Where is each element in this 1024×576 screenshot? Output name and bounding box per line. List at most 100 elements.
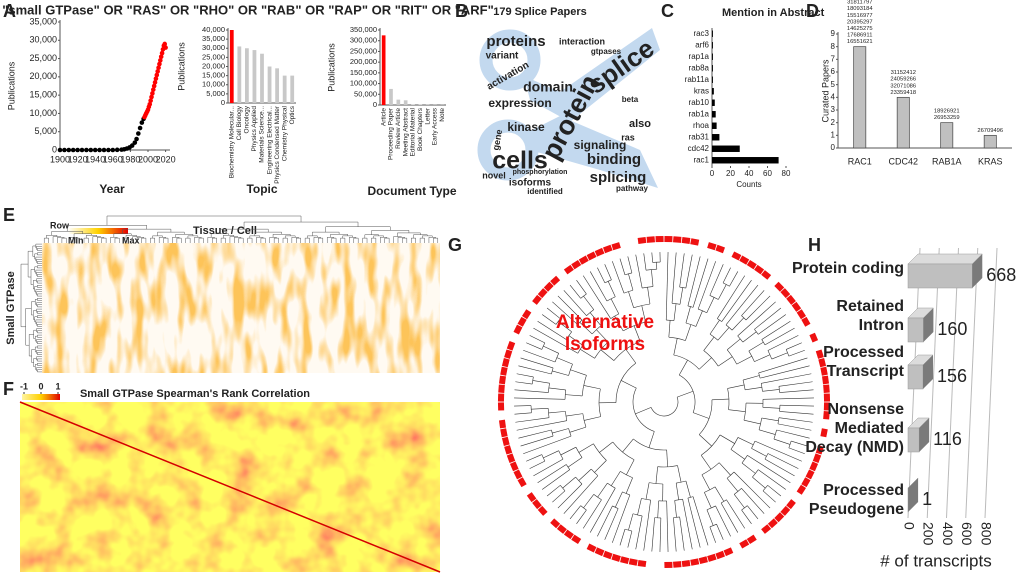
y-tick-label: 9 (831, 29, 836, 38)
tree-branch (785, 349, 790, 357)
word: interaction (559, 36, 605, 46)
tree-branch (651, 269, 654, 287)
tree-branch (628, 273, 634, 291)
colorbar-tick-label: 1 (55, 381, 60, 391)
y-tick-label: 1 (831, 130, 836, 139)
tree-branch (741, 455, 748, 464)
bar-side (923, 355, 934, 389)
grid-line (926, 247, 940, 519)
tree-branch (642, 286, 654, 289)
y-tick-label: 0 (831, 143, 836, 152)
isoform-marker (586, 543, 597, 553)
tree-branch (730, 449, 745, 460)
chart-title: Small GTPase Spearman's Rank Correlation (80, 388, 310, 400)
x-tick-label: Book Chapters (417, 107, 424, 151)
x-tick-label: Early Access (432, 107, 439, 145)
tree-branch (751, 441, 756, 449)
tree-branch (597, 267, 606, 283)
tree-branch (762, 490, 776, 503)
tree-branch (685, 324, 692, 341)
bar (712, 53, 713, 60)
tree-branch (541, 314, 557, 325)
x-tick-label: 200 (921, 522, 937, 546)
x-tick-label: 40 (745, 169, 754, 178)
isoform-marker (537, 288, 548, 299)
isoform-marker (611, 553, 621, 562)
isoform-marker (801, 477, 811, 488)
tree-branch (543, 345, 559, 354)
data-point (136, 131, 141, 136)
isoform-marker (786, 294, 796, 305)
colorbar-row (68, 228, 128, 234)
tree-branch (706, 297, 715, 313)
tree-branch (758, 357, 808, 374)
data-point (139, 120, 145, 125)
isoform-marker (521, 309, 532, 320)
data-point (106, 147, 111, 153)
tree-branch (751, 448, 767, 457)
tree-branch (709, 319, 720, 335)
tree-branch (533, 458, 564, 477)
y-tick-label: rhoa (693, 121, 710, 130)
y-tick-label: 15,000 (202, 71, 225, 80)
bar (907, 317, 924, 343)
isoform-marker (504, 445, 513, 455)
x-tick-label: Oncology (244, 105, 251, 133)
x-tick-label: 2020 (156, 154, 176, 164)
isoform-marker (517, 477, 527, 488)
data-point (57, 147, 63, 153)
bar (381, 35, 386, 105)
isoform-marker (501, 436, 510, 446)
tree-branch (578, 443, 594, 453)
tree-branch (742, 375, 760, 381)
tree-branch (718, 284, 727, 300)
word: novel (482, 170, 506, 180)
category-label: Processed Transcript (823, 344, 904, 380)
tree-branch (651, 252, 653, 263)
tree-branch (671, 252, 677, 304)
data-point (66, 147, 72, 153)
y-tick-label: rab1a (689, 109, 710, 118)
tree-branch (717, 318, 722, 322)
word: binding (587, 151, 641, 168)
tree-branch (611, 261, 625, 294)
x-tick-label: Proceeding Paper (388, 107, 395, 160)
x-tick-label: 0 (901, 522, 917, 530)
tree-branch (786, 342, 802, 350)
colorbar-tick-label: -1 (20, 381, 28, 391)
tree-branch (518, 429, 552, 439)
y-tick-label: cdc42 (688, 144, 710, 153)
data-point (158, 54, 164, 60)
bar (983, 134, 997, 149)
y-tick-label: 0 (373, 100, 377, 109)
y-tick-label: 35,000 (29, 16, 57, 26)
tree-branch (622, 438, 634, 453)
tree-branch (733, 494, 745, 509)
y-tick-label: rab10 (689, 98, 710, 107)
tree-branch (597, 483, 608, 498)
isoform-marker (501, 358, 510, 368)
bar (907, 427, 920, 453)
y-tick-label: 200,000 (350, 57, 377, 66)
word: splicing (590, 169, 647, 186)
tree-branch (761, 339, 766, 346)
tree-branch (628, 513, 634, 531)
isoform-marker (746, 259, 757, 270)
y-tick-label: rab8a (689, 63, 710, 72)
isoform-marker (809, 461, 819, 472)
tree-branch (791, 440, 808, 447)
tree-branch (754, 307, 782, 330)
tree-branch (748, 350, 755, 362)
isoform-marker (664, 235, 673, 243)
tree-branch (632, 387, 655, 432)
tree-branch (693, 412, 710, 419)
tree-branch (700, 455, 712, 470)
chart-title: 179 Splice Papers (493, 6, 587, 18)
tree-branch (615, 491, 623, 508)
y-tick-label: rac3 (693, 29, 709, 38)
tree-branch (607, 281, 616, 297)
tree-branch (762, 485, 768, 492)
tree-branch (546, 307, 561, 319)
x-tick-label: Biochemistry Molecular... (228, 106, 235, 178)
tree-branch (641, 305, 646, 323)
